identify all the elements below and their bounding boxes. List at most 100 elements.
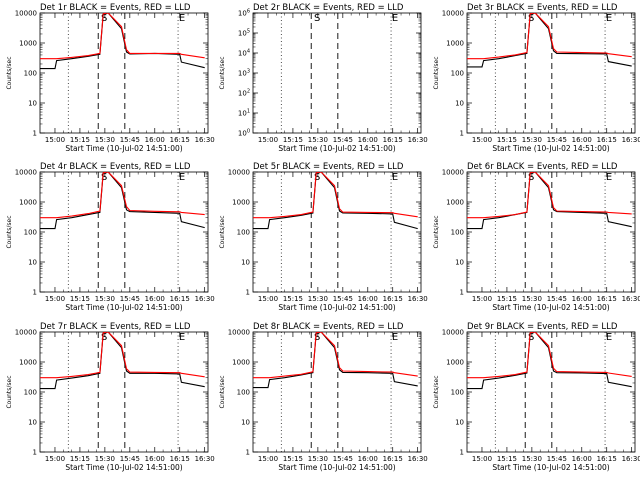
x-tick-label: 15:45 (120, 455, 140, 463)
x-tick-label: 16:30 (622, 455, 640, 463)
y-tick-label: 100 (237, 389, 250, 397)
x-axis-label: Start Time (10-Jul-02 14:51:00) (65, 303, 182, 312)
x-tick-label: 16:15 (170, 136, 190, 144)
events-series-line (40, 332, 205, 390)
lld-series-line (253, 172, 418, 219)
y-tick-label: 100 (24, 229, 37, 237)
plot-frame (252, 12, 422, 134)
y-tick-label: 10 (455, 259, 464, 267)
panel-det-8: Det 8r BLACK = Events, RED = LLD 1 10 100 10… (219, 322, 428, 472)
x-tick-label: 16:00 (145, 295, 165, 303)
y-axis-label: Counts/sec (6, 56, 13, 89)
y-axis-label: Counts/sec (433, 215, 440, 248)
y-tick-label: 10 (28, 100, 37, 108)
x-tick-label: 15:15 (283, 295, 303, 303)
x-axis-label: Start Time (10-Jul-02 14:51:00) (492, 463, 609, 472)
x-tick-label: 15:45 (333, 455, 353, 463)
y-axis-label: Counts/sec (6, 375, 13, 408)
panel-det-7: Det 7r BLACK = Events, RED = LLD 1 10 100 10… (6, 322, 215, 472)
plot-frame (39, 331, 209, 453)
events-series-line (40, 13, 205, 70)
y-tick-label: 1000 (232, 359, 250, 367)
x-tick-label: 15:15 (70, 295, 90, 303)
y-tick-label: 1 (33, 449, 37, 457)
panel-title: Det 2r BLACK = Events, RED = LLD (253, 3, 404, 13)
x-tick-label: 15:45 (333, 136, 353, 144)
y-tick-label: 10 (455, 419, 464, 427)
y-tick-label: 1000 (446, 199, 464, 207)
y-tick-label: 100 (451, 229, 464, 237)
panel-det-9: Det 9r BLACK = Events, RED = LLD 1 10 100 10… (433, 322, 640, 472)
events-series-line (467, 172, 632, 230)
x-tick-label: 15:45 (333, 295, 353, 303)
end-marker-label: E (606, 332, 612, 343)
y-tick-label: 10 (241, 419, 250, 427)
x-tick-label: 15:45 (547, 136, 567, 144)
x-tick-label: 15:30 (522, 455, 542, 463)
x-tick-label: 15:00 (258, 455, 278, 463)
x-tick-label: 16:00 (145, 136, 165, 144)
x-tick-label: 16:15 (170, 295, 190, 303)
y-tick-label: 10 (241, 259, 250, 267)
y-tick-label: 101 (238, 109, 250, 118)
x-tick-label: 15:30 (522, 136, 542, 144)
y-tick-label: 10000 (228, 169, 250, 177)
x-tick-label: 15:00 (258, 136, 278, 144)
y-tick-label: 1 (246, 449, 250, 457)
x-tick-label: 16:30 (622, 295, 640, 303)
lld-series-line (40, 172, 205, 219)
y-axis-label: Counts/sec (219, 56, 226, 89)
events-series-line (253, 332, 418, 389)
start-marker-label: S (314, 13, 320, 24)
x-tick-label: 15:45 (120, 136, 140, 144)
x-tick-label: 15:30 (95, 295, 115, 303)
plot-frame (252, 331, 422, 453)
plot-frame (39, 12, 209, 134)
panel-det-2: Det 2r BLACK = Events, RED = LLD 100 101 10… (219, 3, 428, 153)
y-tick-label: 100 (24, 70, 37, 78)
panel-det-4: Det 4r BLACK = Events, RED = LLD 1 10 100 10… (6, 162, 215, 312)
start-marker-label: S (314, 332, 320, 343)
y-tick-label: 105 (238, 29, 250, 38)
events-series-line (467, 13, 632, 68)
y-axis-label: Counts/sec (433, 56, 440, 89)
lld-series-line (253, 332, 418, 379)
y-tick-label: 100 (451, 70, 464, 78)
x-tick-label: 15:00 (45, 295, 65, 303)
x-tick-label: 15:45 (120, 295, 140, 303)
y-tick-label: 1 (33, 130, 37, 138)
y-tick-label: 1 (460, 289, 464, 297)
x-axis-label: Start Time (10-Jul-02 14:51:00) (492, 144, 609, 153)
x-tick-label: 15:15 (70, 136, 90, 144)
y-tick-label: 106 (238, 9, 250, 18)
x-tick-label: 16:00 (572, 295, 592, 303)
y-tick-label: 100 (237, 229, 250, 237)
x-tick-label: 16:00 (145, 455, 165, 463)
lld-series-line (40, 332, 205, 379)
panel-title: Det 4r BLACK = Events, RED = LLD (40, 162, 191, 172)
end-marker-label: E (179, 13, 185, 24)
y-tick-label: 100 (238, 129, 250, 138)
plot-frame (466, 331, 636, 453)
panel-title: Det 1r BLACK = Events, RED = LLD (40, 3, 191, 13)
x-tick-label: 15:15 (70, 455, 90, 463)
x-tick-label: 15:45 (547, 295, 567, 303)
x-tick-label: 15:45 (547, 455, 567, 463)
x-tick-label: 16:30 (195, 295, 215, 303)
y-tick-label: 10 (28, 259, 37, 267)
x-tick-label: 16:15 (383, 136, 403, 144)
panel-det-1: Det 1r BLACK = Events, RED = LLD 1 10 100 10… (6, 3, 215, 153)
plot-frame (466, 171, 636, 293)
x-tick-label: 16:15 (597, 455, 617, 463)
y-tick-label: 10000 (442, 169, 464, 177)
panel-title: Det 6r BLACK = Events, RED = LLD (467, 162, 618, 172)
x-tick-label: 16:30 (408, 295, 428, 303)
y-tick-label: 1000 (19, 40, 37, 48)
x-tick-label: 15:00 (45, 455, 65, 463)
x-tick-label: 16:00 (358, 295, 378, 303)
y-tick-label: 10000 (15, 329, 37, 337)
start-marker-label: S (528, 332, 534, 343)
start-marker-label: S (101, 332, 107, 343)
x-tick-label: 15:15 (283, 136, 303, 144)
panel-det-6: Det 6r BLACK = Events, RED = LLD 1 10 100 10… (433, 162, 640, 312)
